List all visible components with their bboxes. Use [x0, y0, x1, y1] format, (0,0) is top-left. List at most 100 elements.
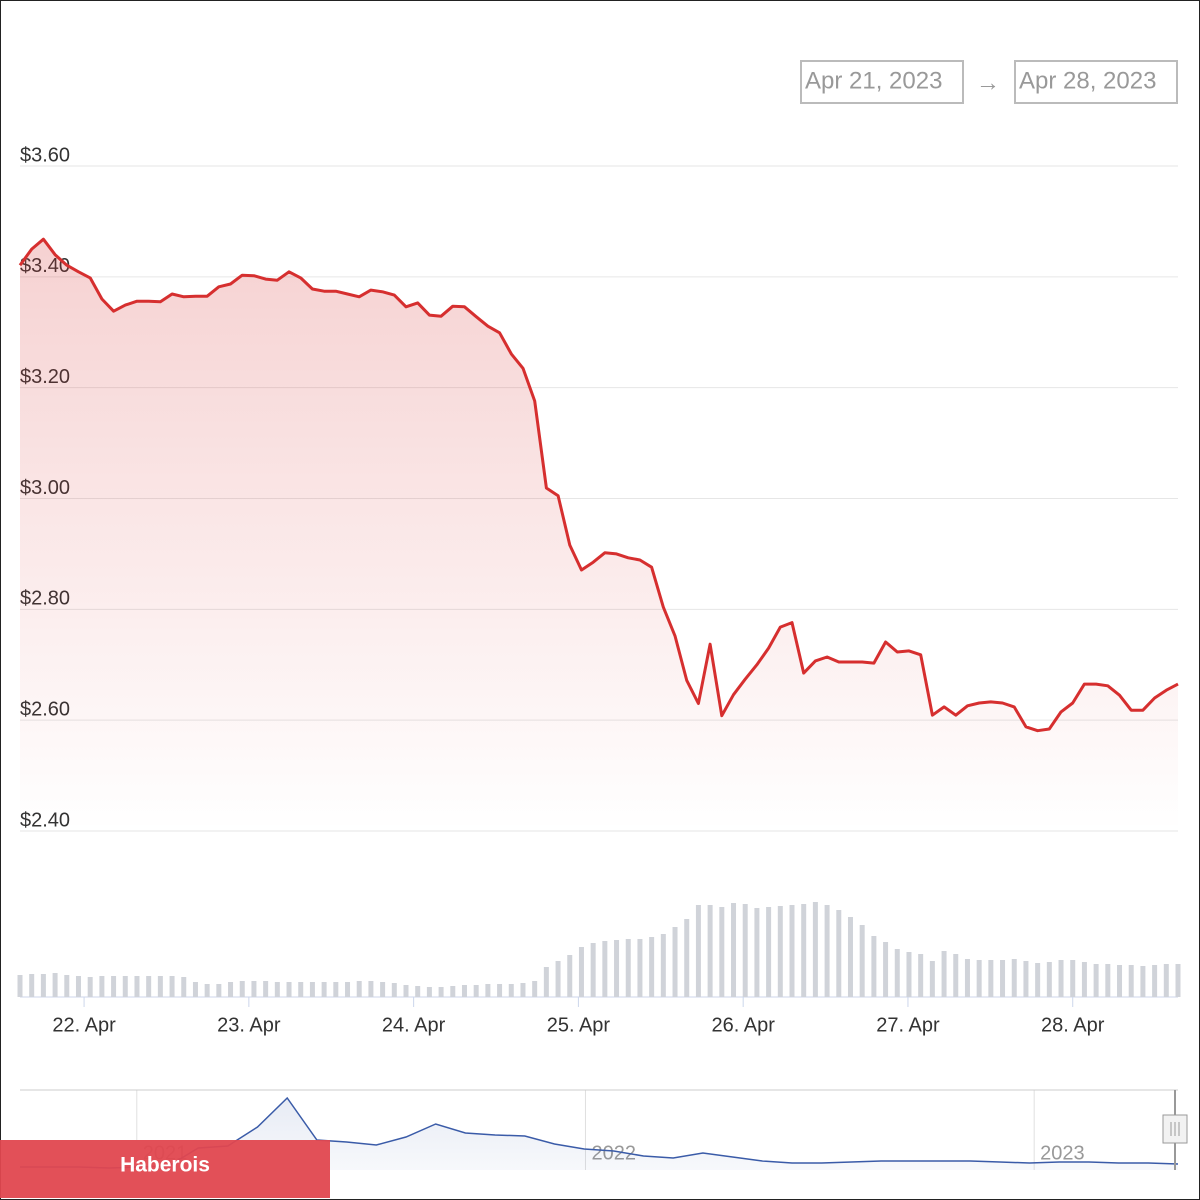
- volume-bar: [415, 986, 421, 997]
- volume-bar: [1058, 960, 1064, 997]
- volume-bar: [1175, 964, 1181, 997]
- x-tick-label: 26. Apr: [711, 1014, 775, 1036]
- volume-bar: [75, 976, 81, 997]
- volume-bar: [134, 976, 140, 997]
- volume-bar: [918, 954, 924, 997]
- volume-bar: [731, 903, 737, 997]
- volume-bar: [426, 987, 432, 997]
- x-tick-label: 23. Apr: [217, 1014, 281, 1036]
- volume-bar: [964, 959, 970, 997]
- volume-bar: [1046, 962, 1052, 997]
- volume-bar: [836, 910, 842, 997]
- volume-bar: [941, 951, 947, 997]
- volume-bar: [684, 919, 690, 997]
- volume-bar: [192, 982, 198, 997]
- volume-bar: [497, 984, 503, 997]
- volume-bar: [894, 949, 900, 997]
- volume-bar: [789, 905, 795, 997]
- volume-bar: [719, 907, 725, 997]
- volume-bar: [649, 937, 655, 997]
- volume-bar: [17, 975, 23, 997]
- navigator-tick-label: 2023: [1040, 1142, 1085, 1164]
- volume-bar: [766, 907, 772, 997]
- volume-bar: [578, 947, 584, 997]
- volume-bar: [801, 904, 807, 997]
- x-tick-label: 25. Apr: [547, 1014, 611, 1036]
- volume-bar: [1105, 964, 1111, 997]
- volume-bar: [1163, 964, 1169, 997]
- volume-bar: [345, 982, 351, 997]
- volume-bar: [461, 985, 467, 997]
- volume-bar: [239, 981, 245, 997]
- volume-bar: [263, 981, 269, 997]
- volume-bar: [1070, 960, 1076, 997]
- watermark: Haberois: [120, 1154, 210, 1177]
- volume-bar: [1011, 959, 1017, 997]
- volume-bar: [508, 984, 514, 997]
- volume-bar: [181, 977, 187, 997]
- range-from-input[interactable]: [800, 60, 964, 104]
- volume-bar: [228, 982, 234, 997]
- volume-bar: [824, 905, 830, 997]
- volume-bar: [485, 984, 491, 997]
- x-tick-label: 27. Apr: [876, 1014, 940, 1036]
- volume-bar: [672, 927, 678, 997]
- volume-bar: [906, 952, 912, 997]
- volume-bar: [754, 908, 760, 997]
- range-to-input[interactable]: [1014, 60, 1178, 104]
- volume-bar: [707, 905, 713, 997]
- range-to: Apr 28, 2023: [1019, 67, 1156, 94]
- volume-bar: [274, 982, 280, 997]
- volume-bar: [953, 954, 959, 997]
- volume-bar: [321, 982, 327, 997]
- volume-bar: [473, 985, 479, 997]
- volume-bar: [157, 976, 163, 997]
- area-fill: [20, 239, 1178, 831]
- volume-bar: [812, 902, 818, 997]
- volume-bar: [52, 973, 58, 997]
- volume-bar: [976, 960, 982, 997]
- volume-bar: [298, 982, 304, 997]
- volume-bar: [590, 943, 596, 997]
- range-from: Apr 21, 2023: [805, 67, 942, 94]
- volume-bar: [1152, 965, 1158, 997]
- volume-bar: [333, 982, 339, 997]
- volume-bar: [859, 925, 865, 997]
- volume-bar: [614, 940, 620, 997]
- volume-bar: [64, 975, 70, 997]
- volume-bar: [777, 906, 783, 997]
- volume-bar: [380, 982, 386, 997]
- volume-bar: [883, 942, 889, 997]
- volume-bar: [929, 961, 935, 997]
- volume-bar: [555, 961, 561, 997]
- x-tick-label: 22. Apr: [52, 1014, 116, 1036]
- volume-bar: [204, 984, 210, 997]
- volume-bar: [695, 905, 701, 997]
- volume-bar: [532, 981, 538, 997]
- volume-bar: [40, 974, 46, 997]
- volume-bar: [520, 983, 526, 997]
- volume-bar: [602, 941, 608, 997]
- volume-bar: [1093, 964, 1099, 997]
- watermark-box: [0, 1140, 330, 1198]
- x-tick-label: 28. Apr: [1041, 1014, 1105, 1036]
- volume-bar: [286, 982, 292, 997]
- volume-bar: [216, 984, 222, 997]
- volume-bar: [1023, 961, 1029, 997]
- volume-bar: [1117, 965, 1123, 997]
- volume-bar: [567, 955, 573, 997]
- volume-bar: [368, 981, 374, 997]
- volume-bar: [742, 904, 748, 997]
- volume-bar: [660, 934, 666, 997]
- price-line: [18, 237, 1179, 733]
- volume-bar: [871, 936, 877, 997]
- volume-bar: [403, 985, 409, 997]
- volume-bar: [543, 967, 549, 997]
- volume-bar: [1140, 966, 1146, 997]
- volume-bar: [309, 982, 315, 997]
- volume-bar: [450, 986, 456, 997]
- volume-bar: [146, 976, 152, 997]
